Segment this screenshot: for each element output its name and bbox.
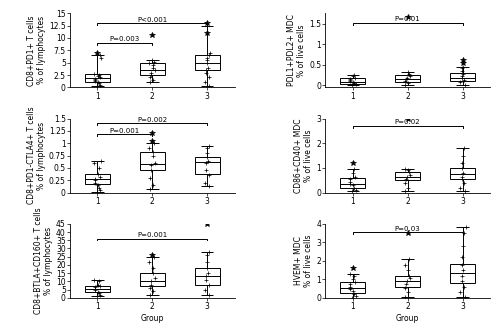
Bar — [85, 174, 110, 184]
Bar — [140, 63, 164, 75]
Bar — [140, 273, 164, 286]
Text: P<0.001: P<0.001 — [137, 17, 168, 23]
Bar — [340, 78, 365, 84]
Bar — [85, 74, 110, 82]
Bar — [195, 157, 220, 174]
Bar — [450, 263, 475, 283]
Bar — [396, 75, 420, 82]
Bar — [450, 73, 475, 81]
X-axis label: Group: Group — [396, 314, 419, 323]
Bar — [195, 55, 220, 70]
Bar — [340, 282, 365, 293]
Bar — [140, 152, 164, 170]
Y-axis label: PDL1+PDL2+ MDC
% of live cells: PDL1+PDL2+ MDC % of live cells — [287, 14, 306, 86]
Bar — [340, 178, 365, 188]
Text: P=0.03: P=0.03 — [395, 225, 420, 232]
Y-axis label: CD8+PD1+ T cells
% of lymphocytes: CD8+PD1+ T cells % of lymphocytes — [27, 15, 46, 85]
Text: P=0.001: P=0.001 — [110, 128, 140, 134]
Y-axis label: CD8+BTLA+CD160+ T cells
% of lymphocytes: CD8+BTLA+CD160+ T cells % of lymphocytes — [34, 208, 54, 314]
Y-axis label: CD8+PD1-CTLA4+ T cells
% of lymphocytes: CD8+PD1-CTLA4+ T cells % of lymphocytes — [26, 107, 46, 204]
Y-axis label: CD86+CD40+ MDC
% of live cells: CD86+CD40+ MDC % of live cells — [294, 118, 314, 193]
Text: P=0.003: P=0.003 — [110, 36, 140, 42]
Text: P=0.002: P=0.002 — [138, 117, 168, 123]
X-axis label: Group: Group — [140, 314, 164, 323]
Y-axis label: HVEM+ MDC
% of live cells: HVEM+ MDC % of live cells — [294, 235, 314, 287]
Bar — [85, 286, 110, 292]
Text: P=0.01: P=0.01 — [395, 16, 420, 22]
Text: P=0.001: P=0.001 — [137, 232, 168, 238]
Bar — [396, 172, 420, 180]
Bar — [450, 168, 475, 179]
Bar — [195, 268, 220, 285]
Text: P=0.02: P=0.02 — [395, 119, 420, 125]
Bar — [396, 276, 420, 287]
